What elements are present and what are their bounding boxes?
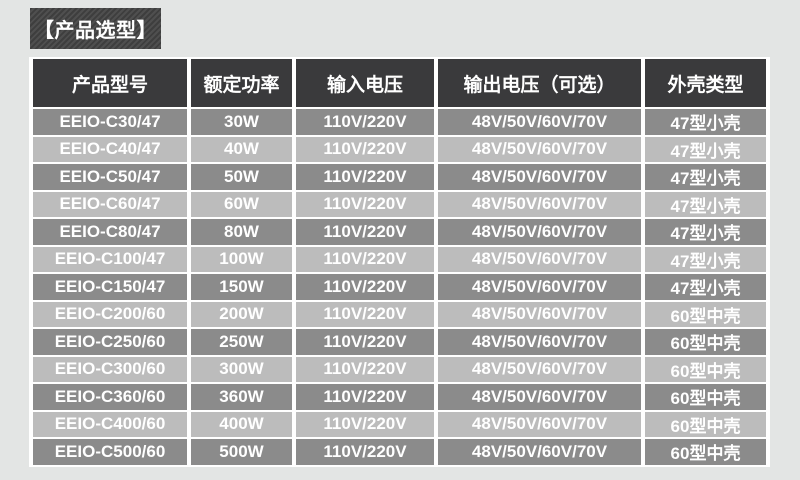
table-row: EEIO-C50/47 50W 110V/220V 48V/50V/60V/70…: [33, 164, 766, 190]
table-row: EEIO-C360/60 360W 110V/220V 48V/50V/60V/…: [33, 384, 766, 410]
cell-model: EEIO-C250/60: [33, 329, 187, 355]
cell-rated-power: 30W: [191, 109, 292, 135]
cell-rated-power: 40W: [191, 136, 292, 162]
cell-case-type: 47型小壳: [645, 164, 766, 190]
cell-input-voltage: 110V/220V: [296, 356, 434, 382]
cell-model: EEIO-C80/47: [33, 219, 187, 245]
column-header-model: 产品型号: [33, 59, 187, 107]
cell-output-voltage: 48V/50V/60V/70V: [438, 439, 641, 465]
cell-output-voltage: 48V/50V/60V/70V: [438, 411, 641, 437]
cell-output-voltage: 48V/50V/60V/70V: [438, 274, 641, 300]
column-header-input-voltage: 输入电压: [296, 59, 434, 107]
cell-input-voltage: 110V/220V: [296, 136, 434, 162]
cell-output-voltage: 48V/50V/60V/70V: [438, 191, 641, 217]
cell-rated-power: 300W: [191, 356, 292, 382]
cell-output-voltage: 48V/50V/60V/70V: [438, 384, 641, 410]
table-row: EEIO-C150/47 150W 110V/220V 48V/50V/60V/…: [33, 274, 766, 300]
cell-input-voltage: 110V/220V: [296, 301, 434, 327]
cell-case-type: 60型中壳: [645, 384, 766, 410]
cell-input-voltage: 110V/220V: [296, 274, 434, 300]
cell-output-voltage: 48V/50V/60V/70V: [438, 109, 641, 135]
cell-input-voltage: 110V/220V: [296, 164, 434, 190]
cell-model: EEIO-C360/60: [33, 384, 187, 410]
cell-case-type: 60型中壳: [645, 301, 766, 327]
table-row: EEIO-C300/60 300W 110V/220V 48V/50V/60V/…: [33, 356, 766, 382]
cell-case-type: 47型小壳: [645, 274, 766, 300]
table-row: EEIO-C400/60 400W 110V/220V 48V/50V/60V/…: [33, 411, 766, 437]
cell-case-type: 60型中壳: [645, 439, 766, 465]
table-row: EEIO-C200/60 200W 110V/220V 48V/50V/60V/…: [33, 301, 766, 327]
table-row: EEIO-C60/47 60W 110V/220V 48V/50V/60V/70…: [33, 191, 766, 217]
cell-model: EEIO-C400/60: [33, 411, 187, 437]
cell-case-type: 47型小壳: [645, 109, 766, 135]
table-row: EEIO-C500/60 500W 110V/220V 48V/50V/60V/…: [33, 439, 766, 465]
cell-output-voltage: 48V/50V/60V/70V: [438, 329, 641, 355]
page-title: 【产品选型】: [30, 8, 161, 49]
cell-model: EEIO-C50/47: [33, 164, 187, 190]
column-header-case-type: 外壳类型: [645, 59, 766, 107]
cell-rated-power: 360W: [191, 384, 292, 410]
table-row: EEIO-C100/47 100W 110V/220V 48V/50V/60V/…: [33, 246, 766, 272]
cell-case-type: 47型小壳: [645, 136, 766, 162]
cell-rated-power: 250W: [191, 329, 292, 355]
cell-model: EEIO-C200/60: [33, 301, 187, 327]
cell-model: EEIO-C100/47: [33, 246, 187, 272]
cell-output-voltage: 48V/50V/60V/70V: [438, 164, 641, 190]
cell-model: EEIO-C150/47: [33, 274, 187, 300]
cell-output-voltage: 48V/50V/60V/70V: [438, 246, 641, 272]
cell-model: EEIO-C500/60: [33, 439, 187, 465]
cell-output-voltage: 48V/50V/60V/70V: [438, 301, 641, 327]
cell-rated-power: 500W: [191, 439, 292, 465]
product-selection-table: 产品型号 额定功率 输入电压 输出电压（可选） 外壳类型 EEIO-C30/47…: [29, 57, 770, 467]
table-body: EEIO-C30/47 30W 110V/220V 48V/50V/60V/70…: [33, 109, 766, 465]
cell-input-voltage: 110V/220V: [296, 384, 434, 410]
cell-input-voltage: 110V/220V: [296, 219, 434, 245]
cell-case-type: 47型小壳: [645, 246, 766, 272]
cell-output-voltage: 48V/50V/60V/70V: [438, 136, 641, 162]
cell-case-type: 47型小壳: [645, 191, 766, 217]
cell-output-voltage: 48V/50V/60V/70V: [438, 219, 641, 245]
cell-input-voltage: 110V/220V: [296, 246, 434, 272]
column-header-output-voltage: 输出电压（可选）: [438, 59, 641, 107]
cell-input-voltage: 110V/220V: [296, 411, 434, 437]
cell-model: EEIO-C40/47: [33, 136, 187, 162]
cell-rated-power: 200W: [191, 301, 292, 327]
table-row: EEIO-C250/60 250W 110V/220V 48V/50V/60V/…: [33, 329, 766, 355]
cell-model: EEIO-C60/47: [33, 191, 187, 217]
cell-case-type: 47型小壳: [645, 219, 766, 245]
table-row: EEIO-C30/47 30W 110V/220V 48V/50V/60V/70…: [33, 109, 766, 135]
cell-output-voltage: 48V/50V/60V/70V: [438, 356, 641, 382]
cell-rated-power: 150W: [191, 274, 292, 300]
cell-case-type: 60型中壳: [645, 356, 766, 382]
table-row: EEIO-C80/47 80W 110V/220V 48V/50V/60V/70…: [33, 219, 766, 245]
table-header-row: 产品型号 额定功率 输入电压 输出电压（可选） 外壳类型: [33, 59, 766, 107]
cell-input-voltage: 110V/220V: [296, 191, 434, 217]
cell-model: EEIO-C30/47: [33, 109, 187, 135]
cell-case-type: 60型中壳: [645, 329, 766, 355]
cell-input-voltage: 110V/220V: [296, 109, 434, 135]
cell-rated-power: 100W: [191, 246, 292, 272]
cell-model: EEIO-C300/60: [33, 356, 187, 382]
cell-rated-power: 60W: [191, 191, 292, 217]
cell-case-type: 60型中壳: [645, 411, 766, 437]
cell-rated-power: 400W: [191, 411, 292, 437]
cell-input-voltage: 110V/220V: [296, 439, 434, 465]
cell-input-voltage: 110V/220V: [296, 329, 434, 355]
cell-rated-power: 50W: [191, 164, 292, 190]
table-row: EEIO-C40/47 40W 110V/220V 48V/50V/60V/70…: [33, 136, 766, 162]
cell-rated-power: 80W: [191, 219, 292, 245]
column-header-rated-power: 额定功率: [191, 59, 292, 107]
